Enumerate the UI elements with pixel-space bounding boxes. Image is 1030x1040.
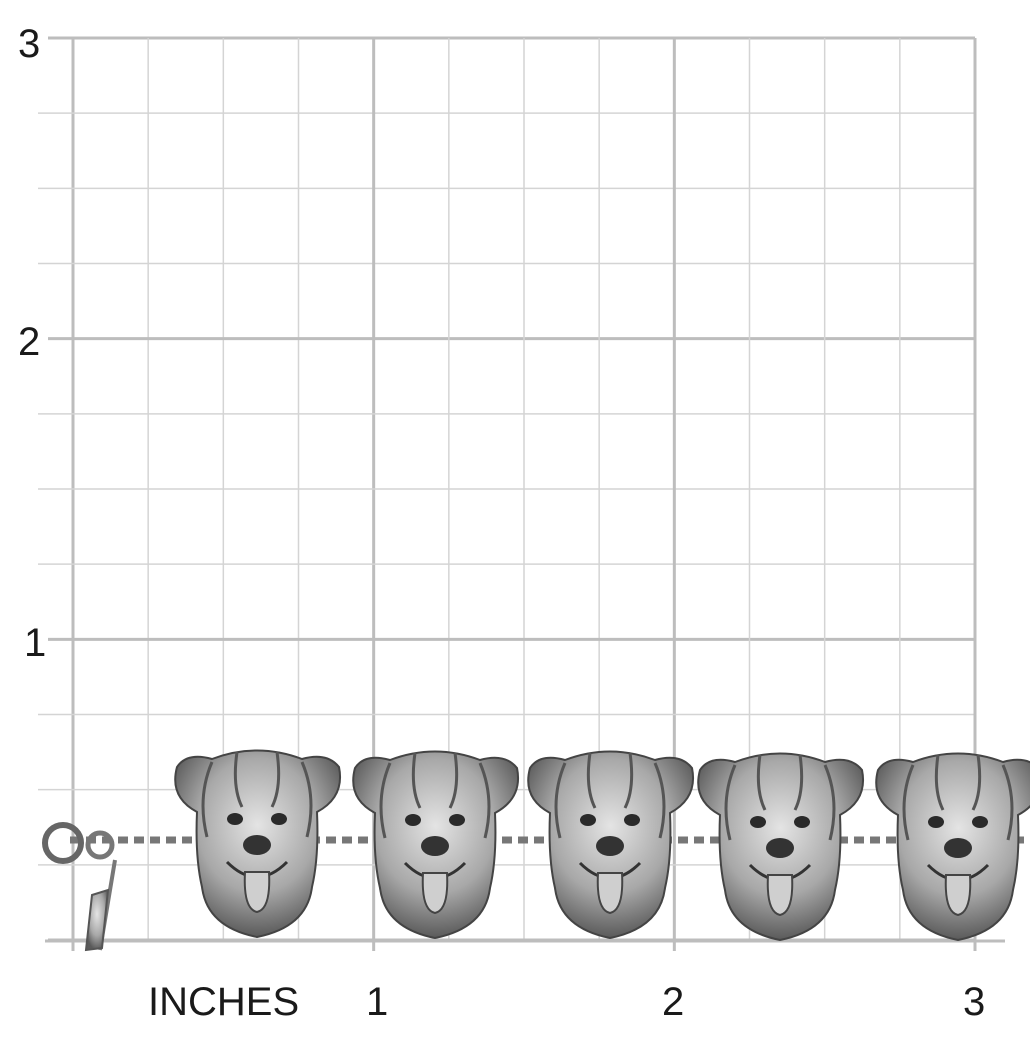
- dog-head-link: [526, 750, 695, 940]
- clasp: [42, 822, 84, 864]
- dog-head-link: [696, 752, 865, 942]
- x-label-2: 2: [662, 980, 685, 1024]
- x-unit-label: INCHES: [148, 980, 300, 1024]
- y-label-2: 2: [18, 320, 41, 364]
- dog-head-link: [874, 752, 1030, 942]
- dog-head-link: [351, 750, 520, 940]
- y-label-3: 3: [18, 22, 41, 66]
- y-label-1: 1: [24, 621, 47, 665]
- x-label-3: 3: [963, 980, 986, 1024]
- dog-head-link: [173, 749, 342, 939]
- bone-charm-icon: [84, 888, 110, 952]
- x-label-1: 1: [366, 980, 389, 1024]
